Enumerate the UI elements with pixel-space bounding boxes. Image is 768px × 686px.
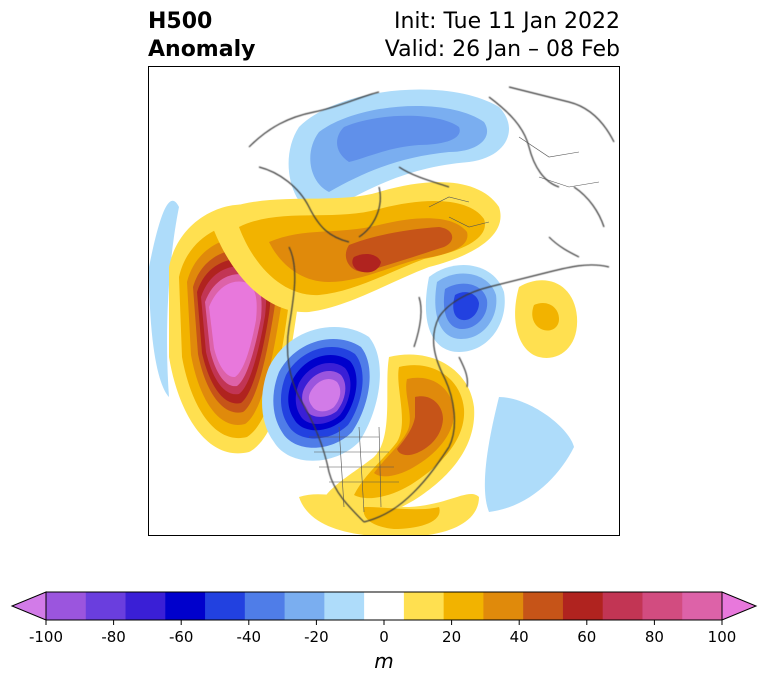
- colorbar-extend-high: [721, 591, 758, 621]
- colorbar-swatch: [165, 592, 206, 620]
- colorbar-swatch: [483, 592, 524, 620]
- colorbar-unit: m: [374, 649, 393, 673]
- colorbar-tick-label: -40: [237, 628, 262, 646]
- colorbar-swatch: [364, 592, 405, 620]
- arctic-ridge-positive: [209, 182, 501, 313]
- europe-trough: [425, 265, 505, 352]
- colorbar-tick-label: -20: [304, 628, 329, 646]
- colorbar-tick-label: -60: [169, 628, 194, 646]
- colorbar-swatch: [523, 592, 564, 620]
- title-variable: H500: [148, 9, 213, 34]
- colorbar-swatch: [642, 592, 683, 620]
- init-date: Init: Tue 11 Jan 2022: [393, 9, 620, 34]
- colorbar-ticks: -100 -80 -60 -40 -20 0 20 40 60 80 100: [29, 620, 736, 646]
- map-title: H500 Anomaly: [148, 8, 255, 64]
- colorbar-swatch: [403, 592, 445, 620]
- colorbar-tick-label: 60: [577, 628, 596, 646]
- siberia-ridge: [515, 280, 578, 358]
- colorbar-swatch: [85, 592, 127, 620]
- colorbar-tick-label: 80: [645, 628, 664, 646]
- colorbar-tick-label: -100: [29, 628, 63, 646]
- colorbar-swatch: [324, 592, 365, 620]
- valid-range: Valid: 26 Jan – 08 Feb: [384, 37, 620, 62]
- colorbar-swatch: [284, 592, 325, 620]
- colorbar-tick-label: 0: [379, 628, 389, 646]
- colorbar-swatch: [46, 592, 87, 620]
- coastlines: [248, 86, 615, 523]
- north-america-trough: [262, 327, 380, 461]
- colorbar-extend-low: [10, 591, 47, 621]
- colorbar-swatch: [602, 592, 643, 620]
- map-dates: Init: Tue 11 Jan 2022 Valid: 26 Jan – 08…: [385, 8, 620, 64]
- colorbar-tick-label: 40: [510, 628, 529, 646]
- arctic-negative-anomaly: [288, 89, 509, 217]
- title-field: Anomaly: [148, 37, 256, 62]
- atlantic-negative-anomaly: [484, 397, 574, 512]
- colorbar-tick-label: -80: [101, 628, 126, 646]
- political-borders: [309, 136, 600, 513]
- colorbar-swatch: [443, 592, 484, 620]
- southern-positive-core: [363, 507, 440, 529]
- colorbar-swatch: [682, 592, 723, 620]
- colorbar-swatch: [244, 592, 286, 620]
- colorbar-tick-label: 100: [708, 628, 737, 646]
- colorbar: -100 -80 -60 -40 -20 0 20 40 60 80 100 m: [10, 591, 758, 673]
- colorbar-swatch: [562, 592, 604, 620]
- map-canvas: [149, 86, 615, 535]
- colorbar-swatch: [205, 592, 246, 620]
- eastern-us-ridge: [320, 354, 475, 521]
- pacific-edge-negative: [149, 200, 179, 397]
- colorbar-swatch: [125, 592, 166, 620]
- anomaly-map: [148, 66, 620, 536]
- colorbar-swatches: [46, 592, 723, 620]
- colorbar-tick-label: 20: [442, 628, 461, 646]
